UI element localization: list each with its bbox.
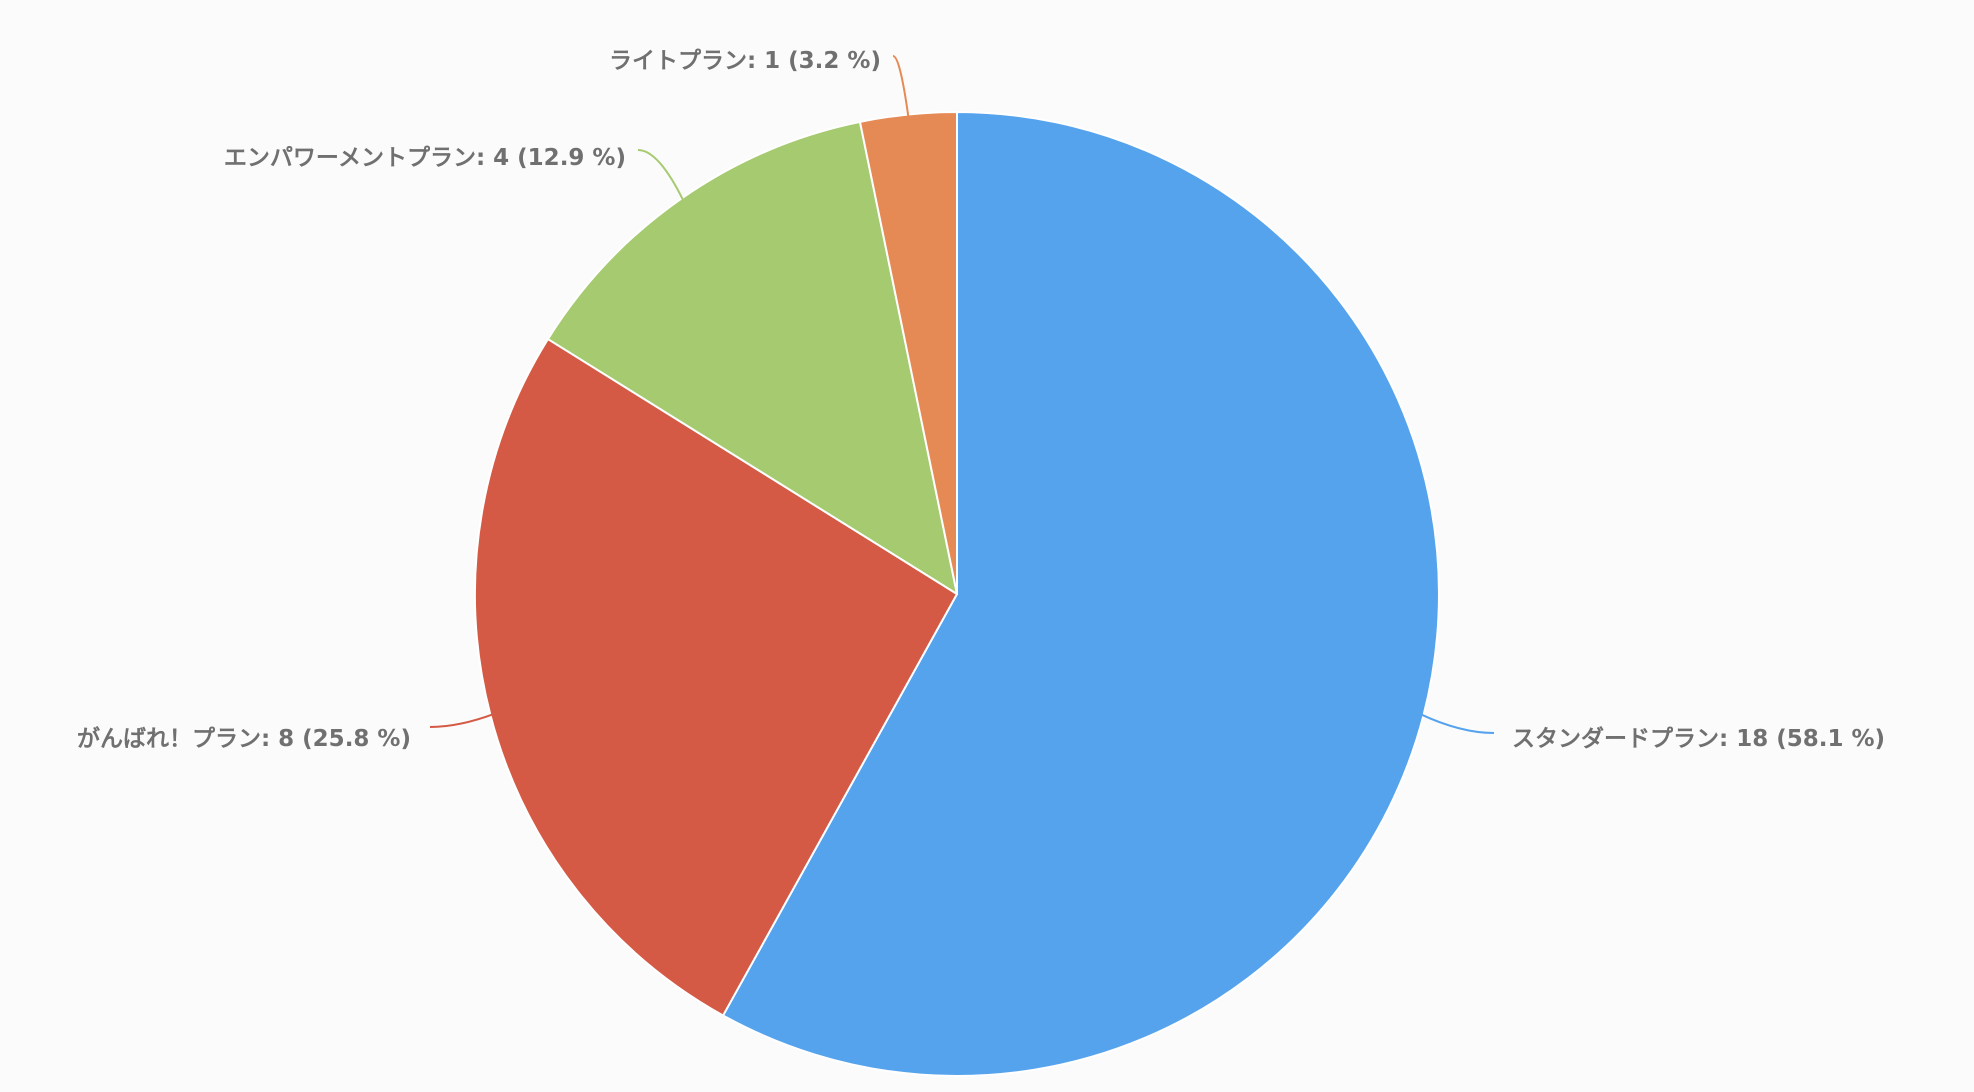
leader-line-standard xyxy=(1419,712,1495,734)
slice-label-light: ライトプラン: 1 (3.2 %) xyxy=(609,48,881,74)
slice-label-standard: スタンダードプラン: 18 (58.1 %) xyxy=(1512,725,1885,752)
leader-line-ganbare xyxy=(429,712,495,728)
leader-line-empowerment xyxy=(637,149,685,203)
slice-label-empowerment: エンパワーメントプラン: 4 (12.9 %) xyxy=(224,145,626,171)
slice-labels: スタンダードプラン: 18 (58.1 %) がんばれ！プラン: 8 (25.8… xyxy=(77,48,1885,752)
slice-label-ganbare: がんばれ！プラン: 8 (25.8 %) xyxy=(77,725,411,752)
pie-slices xyxy=(474,111,1440,1077)
leader-line-light xyxy=(892,55,910,119)
leader-lines xyxy=(429,55,1495,734)
